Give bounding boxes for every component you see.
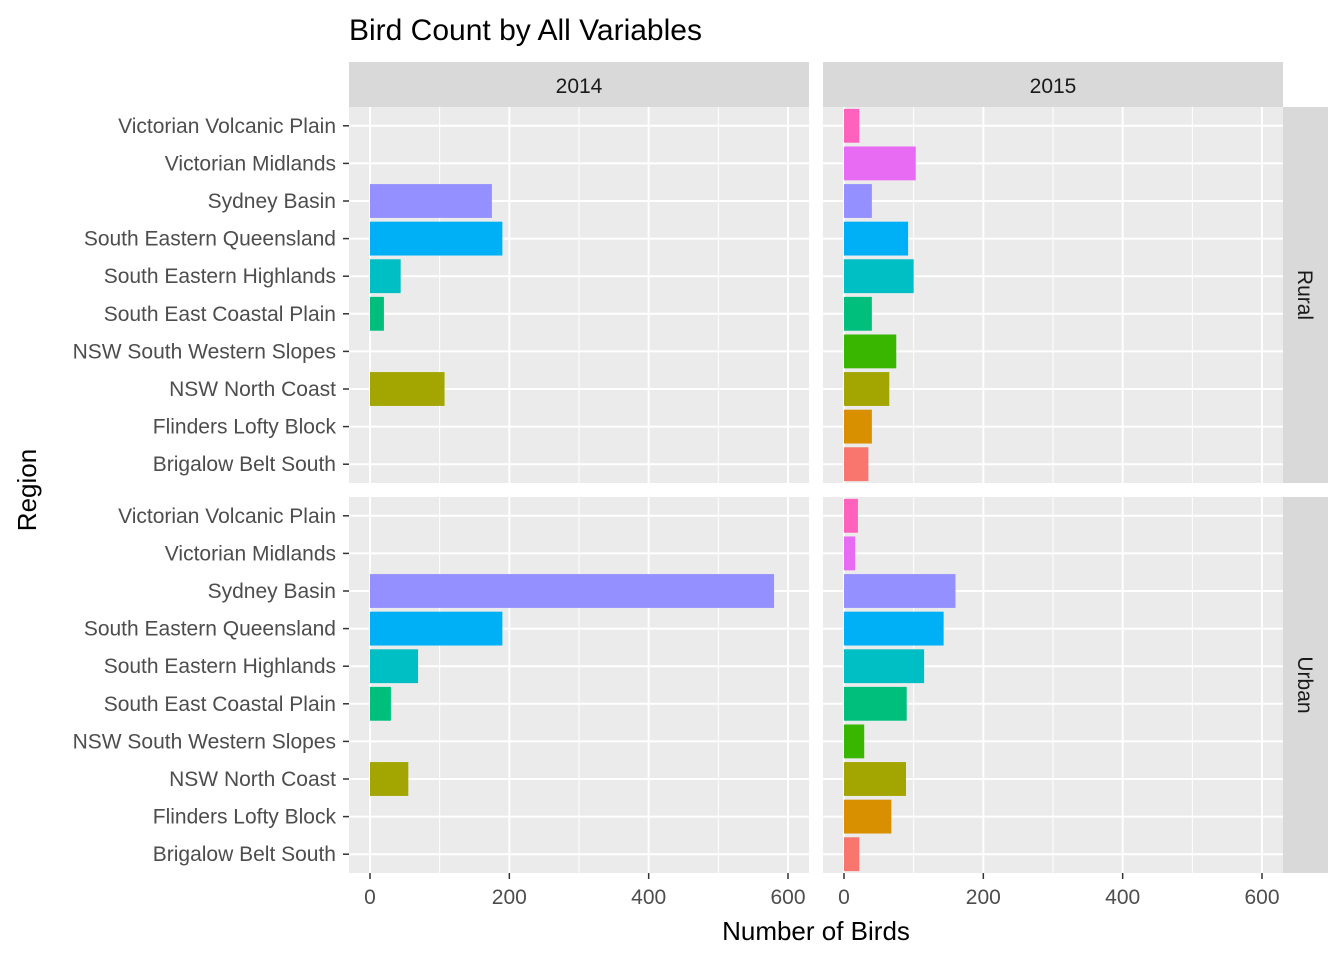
facet-strips-top: 2014 2015 [349,62,1283,107]
strip-2014-label: 2014 [556,75,603,98]
bar-rural-2015-south-east-coastal-plain [844,296,872,331]
x-tick-label-2014-200: 200 [492,886,527,909]
bar-urban-2014-south-eastern-queensland [370,611,503,646]
bar-rural-2014-south-east-coastal-plain [370,296,384,331]
y-tick-label-rural-victorian-volcanic-plain: Victorian Volcanic Plain [118,115,336,138]
bar-urban-2015-nsw-south-western-slopes [844,724,865,759]
bar-rural-2015-brigalow-belt-south [844,447,869,482]
bar-urban-2014-sydney-basin [370,574,775,608]
bar-urban-2015-south-eastern-queensland [844,611,944,646]
bar-urban-2015-south-east-coastal-plain [844,686,907,721]
bar-rural-2014-south-eastern-highlands [370,259,401,294]
x-tick-label-2015-400: 400 [1105,886,1140,909]
x-axis-title: Number of Birds [722,916,910,946]
strip-2015-label: 2015 [1030,75,1077,98]
x-tick-label-2014-600: 600 [770,886,805,909]
x-tick-label-2015-200: 200 [966,886,1001,909]
bar-urban-2015-victorian-midlands [844,536,856,571]
strip-urban-label: Urban [1293,656,1316,713]
y-tick-label-rural-flinders-lofty-block: Flinders Lofty Block [153,416,337,439]
bar-rural-2015-nsw-south-western-slopes [844,334,897,369]
y-tick-label-urban-victorian-volcanic-plain: Victorian Volcanic Plain [118,505,336,528]
strip-rural-label: Rural [1293,270,1316,320]
bar-urban-2015-nsw-north-coast [844,762,907,796]
x-tick-label-2014-400: 400 [631,886,666,909]
y-tick-label-urban-victorian-midlands: Victorian Midlands [165,542,336,565]
y-tick-label-rural-victorian-midlands: Victorian Midlands [165,152,336,175]
y-tick-label-urban-nsw-north-coast: NSW North Coast [169,768,336,791]
bar-rural-2015-south-eastern-highlands [844,259,914,294]
bar-urban-2015-sydney-basin [844,574,956,608]
strip-2014-bg [349,62,809,107]
y-tick-label-rural-brigalow-belt-south: Brigalow Belt South [153,453,336,476]
bar-rural-2015-sydney-basin [844,184,872,218]
bar-urban-2015-south-eastern-highlands [844,649,925,684]
panel-urban-2015 [823,497,1283,873]
y-tick-label-urban-south-eastern-highlands: South Eastern Highlands [104,655,336,678]
bar-rural-2015-south-eastern-queensland [844,221,909,256]
y-tick-label-rural-south-eastern-highlands: South Eastern Highlands [104,265,336,288]
y-tick-label-rural-south-east-coastal-plain: South East Coastal Plain [104,303,336,326]
x-tick-label-2014-0: 0 [364,886,376,909]
strip-urban-bg [1283,497,1328,873]
y-tick-label-rural-south-eastern-queensland: South Eastern Queensland [84,228,336,251]
y-tick-label-urban-flinders-lofty-block: Flinders Lofty Block [153,806,337,829]
y-tick-label-urban-brigalow-belt-south: Brigalow Belt South [153,843,336,866]
bar-urban-2015-brigalow-belt-south [844,837,860,872]
bar-rural-2015-nsw-north-coast [844,372,890,406]
bar-rural-2014-nsw-north-coast [370,372,445,406]
bar-rural-2015-victorian-midlands [844,146,916,181]
x-tick-label-2015-0: 0 [838,886,850,909]
y-tick-label-urban-nsw-south-western-slopes: NSW South Western Slopes [73,730,336,753]
strip-2015-bg [823,62,1283,107]
y-tick-label-urban-sydney-basin: Sydney Basin [208,580,336,603]
facet-strips-right: Rural Urban [1283,107,1328,873]
x-tick-label-2015-600: 600 [1244,886,1279,909]
y-axis-labels: Brigalow Belt South Flinders Lofty Block N… [73,115,349,866]
y-tick-label-rural-nsw-south-western-slopes: NSW South Western Slopes [73,340,336,363]
strip-rural-bg [1283,107,1328,483]
panel-rural-2014 [349,107,809,483]
bar-urban-2014-south-east-coastal-plain [370,686,391,721]
panel-rural-2015 [823,107,1283,483]
y-axis-title: Region [12,449,42,531]
bar-rural-2015-flinders-lofty-block [844,409,872,444]
y-tick-label-urban-south-east-coastal-plain: South East Coastal Plain [104,693,336,716]
bar-urban-2014-south-eastern-highlands [370,649,419,684]
y-tick-label-urban-south-eastern-queensland: South Eastern Queensland [84,618,336,641]
facet-panels [349,107,1283,873]
y-tick-label-rural-sydney-basin: Sydney Basin [208,190,336,213]
y-tick-label-rural-nsw-north-coast: NSW North Coast [169,378,336,401]
bar-rural-2014-sydney-basin [370,184,492,218]
bar-urban-2015-flinders-lofty-block [844,799,892,834]
bar-urban-2015-victorian-volcanic-plain [844,498,858,533]
bar-urban-2014-nsw-north-coast [370,762,409,796]
panel-urban-2014 [349,497,809,873]
bar-rural-2014-south-eastern-queensland [370,221,503,256]
x-axis-labels: 0 200 400 600 0 200 400 600 [364,873,1280,909]
bar-rural-2015-victorian-volcanic-plain [844,108,860,143]
chart-title: Bird Count by All Variables [349,14,702,47]
